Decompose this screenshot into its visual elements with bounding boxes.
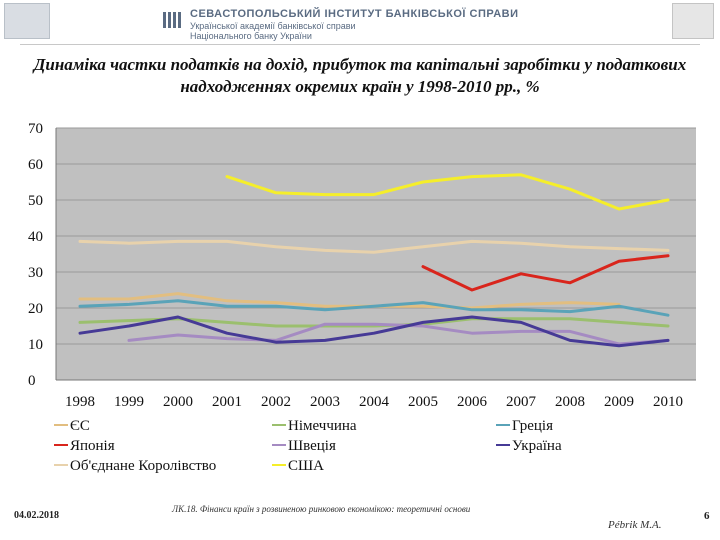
x-tick-label: 2006: [457, 394, 488, 410]
y-tick-label: 10: [28, 337, 43, 353]
x-tick-label: 1999: [114, 394, 144, 410]
series-line: [78, 239, 670, 254]
legend-label: США: [288, 458, 324, 474]
series-line: [127, 322, 670, 346]
x-tick-label: 2003: [310, 394, 340, 410]
x-tick-label: 2002: [261, 394, 291, 410]
emblem-icon: [4, 3, 50, 39]
legend-label: ЄС: [70, 418, 90, 434]
legend-label: Об'єднане Королівство: [70, 458, 216, 474]
series-line: [78, 292, 621, 310]
y-tick-label: 20: [28, 301, 43, 317]
slide-header: СЕВАСТОПОЛЬСЬКИЙ ІНСТИТУТ БАНКІВСЬКОЇ СП…: [0, 0, 720, 42]
footer-note: ЛК.18. Фінанси країн з розвиненою ринков…: [172, 504, 471, 514]
y-tick-label: 30: [28, 265, 43, 281]
legend-label: Швеція: [288, 438, 336, 454]
series-line: [225, 173, 670, 211]
header-divider: [20, 44, 700, 45]
institute-name: СЕВАСТОПОЛЬСЬКИЙ ІНСТИТУТ БАНКІВСЬКОЇ СП…: [190, 8, 519, 20]
x-tick-label: 2001: [212, 394, 242, 410]
institute-subtitle-1: Української академії банківської справи: [190, 21, 356, 31]
series-line: [421, 254, 670, 292]
series-line: [78, 315, 670, 348]
footer-date: 04.02.2018: [14, 510, 59, 521]
x-tick-label: 2005: [408, 394, 438, 410]
y-tick-label: 50: [28, 193, 43, 209]
page-number: 6: [704, 510, 710, 522]
x-tick-label: 2004: [359, 394, 390, 410]
series-line: [78, 317, 670, 328]
y-tick-label: 40: [28, 229, 43, 245]
institute-logo-icon: [163, 12, 181, 28]
y-tick-label: 0: [28, 373, 36, 389]
footer-author: Рébrik М.А.: [608, 519, 662, 531]
series-line: [78, 299, 670, 317]
legend-label: Україна: [512, 438, 562, 454]
x-tick-label: 2009: [604, 394, 634, 410]
coat-of-arms-icon: [672, 3, 714, 39]
x-tick-label: 2007: [506, 394, 537, 410]
legend-label: Японія: [70, 438, 115, 454]
legend-label: Греція: [512, 418, 553, 434]
legend-label: Німеччина: [288, 418, 357, 434]
x-tick-label: 2008: [555, 394, 585, 410]
x-tick-label: 2010: [653, 394, 683, 410]
y-tick-label: 60: [28, 157, 43, 173]
institute-subtitle-2: Національного банку України: [190, 31, 312, 41]
y-tick-label: 70: [28, 121, 43, 137]
x-tick-label: 2000: [163, 394, 193, 410]
chart-title: Динаміка частки податків на дохід, прибу…: [33, 55, 687, 96]
x-tick-label: 1998: [65, 394, 95, 410]
